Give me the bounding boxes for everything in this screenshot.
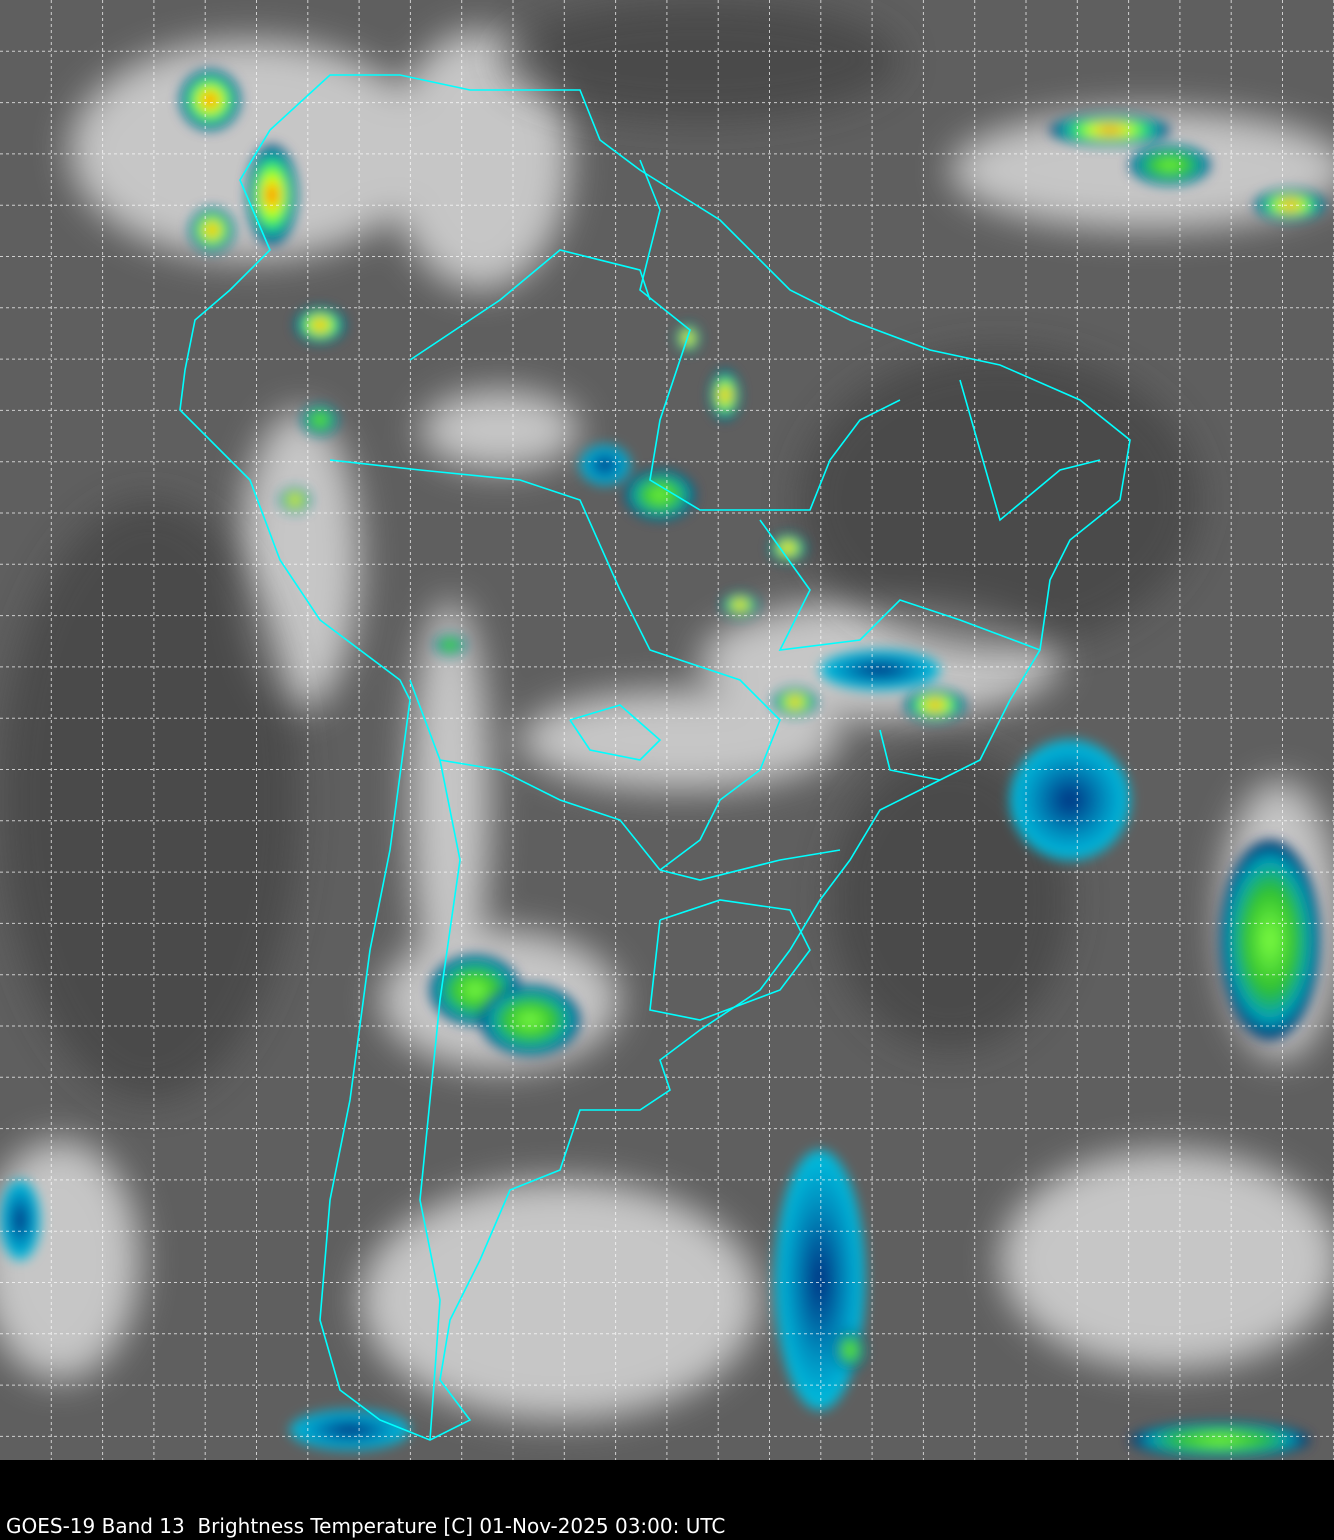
country-border bbox=[409, 679, 461, 1441]
clouds bbox=[0, 30, 1334, 1420]
satellite-image bbox=[0, 0, 1334, 1460]
country-border bbox=[659, 849, 841, 881]
borders bbox=[179, 74, 1131, 1441]
state-border bbox=[759, 519, 1041, 651]
country-border bbox=[329, 459, 781, 871]
uruguay-border bbox=[649, 899, 811, 1021]
cold-cloud-tops bbox=[0, 70, 1325, 1458]
state-border bbox=[639, 159, 901, 511]
darker-regions bbox=[0, 0, 1200, 1100]
image-caption: GOES-19 Band 13 Brightness Temperature [… bbox=[6, 1514, 726, 1538]
state-border bbox=[879, 729, 941, 781]
coastline bbox=[179, 74, 1131, 1441]
lat-lon-grid bbox=[0, 0, 1334, 1460]
country-border bbox=[569, 704, 662, 761]
country-border bbox=[439, 759, 661, 871]
country-border bbox=[409, 249, 651, 361]
state-border bbox=[959, 379, 1101, 522]
